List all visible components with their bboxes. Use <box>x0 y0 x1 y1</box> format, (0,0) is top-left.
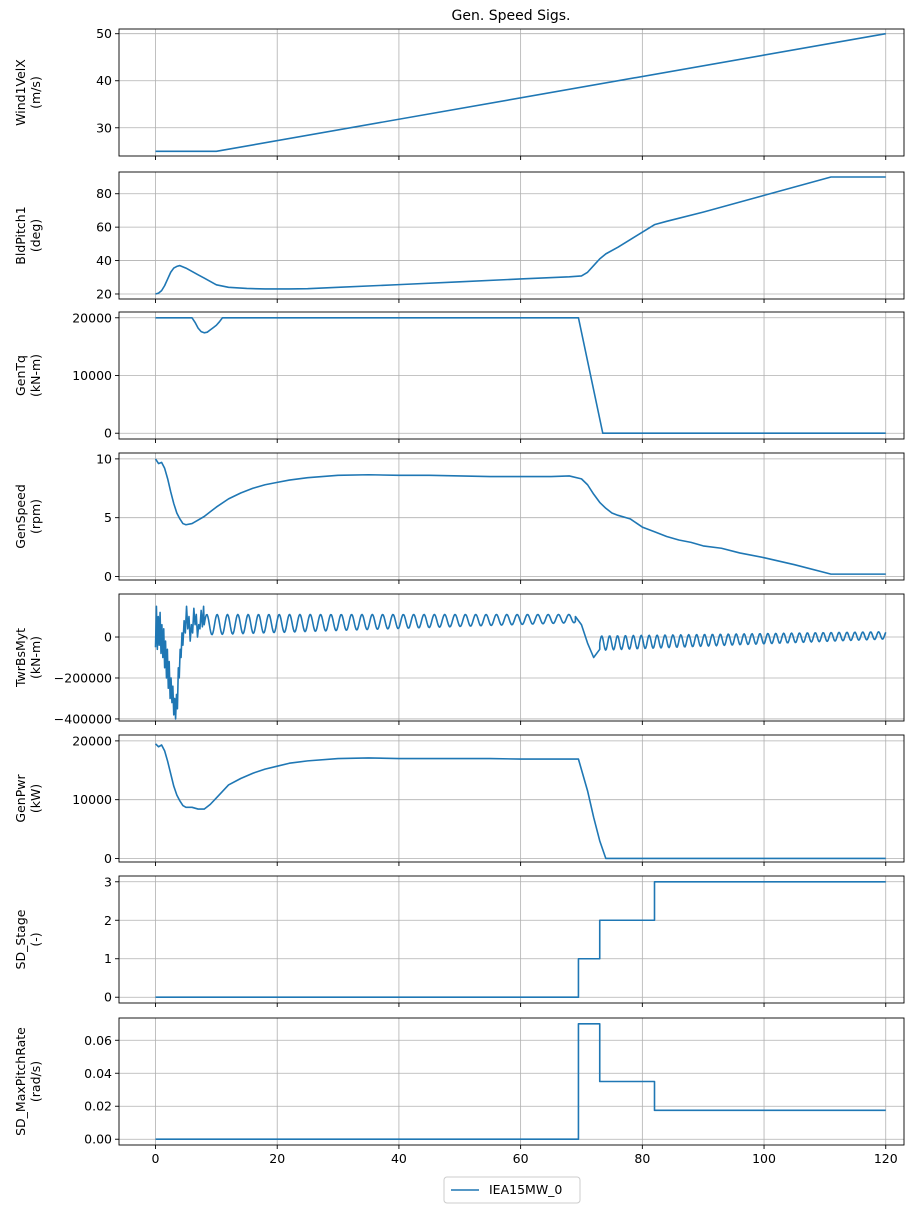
y-tick-label: 40 <box>96 73 112 88</box>
y-axis-label: BldPitch1(deg) <box>13 206 43 264</box>
axes-frame <box>118 875 905 1004</box>
y-axis-label-line: Wind1VelX <box>13 59 28 126</box>
y-tick-label: 0 <box>104 630 112 645</box>
y-tick-label: 0 <box>104 426 112 441</box>
y-tick-label: −400000 <box>54 711 112 726</box>
y-axis-label: Wind1VelX(m/s) <box>13 59 43 126</box>
subplot-1: 30 40 50 Wind1VelX(m/s) <box>13 26 905 160</box>
subplot-3: 0 10000 20000 GenTq(kN-m) <box>13 310 905 443</box>
y-tick-label: 80 <box>96 186 112 201</box>
y-tick-label: 10000 <box>72 368 112 383</box>
y-axis-label: SD_MaxPitchRate(rad/s) <box>13 1027 43 1136</box>
figure-title: Gen. Speed Sigs. <box>452 8 571 24</box>
subplot-2: 20 40 60 80 BldPitch1(deg) <box>13 171 905 303</box>
y-axis-label: TwrBsMyt(kN-m) <box>13 628 43 688</box>
y-axis-label-line: TwrBsMyt <box>13 628 28 688</box>
y-axis-label-line: GenPwr <box>13 774 28 823</box>
y-axis-label-line: (kW) <box>28 784 43 813</box>
series-line <box>155 176 886 295</box>
x-tick-label: 60 <box>513 1151 529 1166</box>
y-tick-label: 0.04 <box>84 1066 112 1081</box>
y-axis-label-line: SD_Stage <box>13 909 28 969</box>
x-tick-label: 0 <box>152 1151 160 1166</box>
y-axis-label-line: GenSpeed <box>13 484 28 548</box>
series-line <box>155 880 886 999</box>
y-axis-label-line: (kN-m) <box>28 354 43 397</box>
y-tick-label: 1 <box>104 951 112 966</box>
y-tick-label: 0 <box>104 990 112 1005</box>
x-tick-label: 40 <box>391 1151 407 1166</box>
series-line <box>155 316 886 435</box>
y-tick-label: 20000 <box>72 310 112 325</box>
y-tick-label: 0.00 <box>84 1132 112 1147</box>
series-line <box>154 743 886 860</box>
y-tick-label: 0 <box>104 569 112 584</box>
legend: IEA15MW_0 <box>443 1176 581 1204</box>
series-line <box>154 605 887 720</box>
y-axis-label-line: (-) <box>28 932 43 946</box>
y-tick-label: 20000 <box>72 733 112 748</box>
legend-frame <box>443 1176 581 1204</box>
x-tick-label: 20 <box>269 1151 285 1166</box>
y-axis-label: SD_Stage(-) <box>13 909 43 969</box>
y-axis-label-line: (deg) <box>28 219 43 252</box>
series-line <box>155 1022 886 1141</box>
subplot-8: 0 20 40 60 80 100 120 0.00 0.02 0.04 0.06 SD_MaxPit… <box>13 1017 905 1166</box>
y-tick-label: 0.06 <box>84 1033 112 1048</box>
y-tick-label: 40 <box>96 253 112 268</box>
y-axis-label: GenPwr(kW) <box>13 774 43 823</box>
x-tick-label: 80 <box>634 1151 650 1166</box>
y-axis-label-line: (rpm) <box>28 499 43 534</box>
subplot-6: 0 10000 20000 GenPwr(kW) <box>13 733 905 866</box>
subplot-4: 0 5 10 GenSpeed(rpm) <box>13 451 905 584</box>
y-tick-label: 5 <box>104 510 112 525</box>
axes-frame <box>118 171 905 300</box>
y-tick-label: 60 <box>96 220 112 235</box>
y-tick-label: 50 <box>96 26 112 41</box>
subplot-5: −400000 −200000 0 TwrBsMyt(kN-m) <box>13 593 905 726</box>
axes-frame <box>118 593 905 722</box>
y-axis-label-line: BldPitch1 <box>13 206 28 264</box>
y-tick-label: 3 <box>104 874 112 889</box>
subplot-stack: 304050Wind1VelX(m/s)20406080BldPitch1(de… <box>13 26 905 1166</box>
y-tick-label: 0 <box>104 851 112 866</box>
x-tick-label: 100 <box>752 1151 776 1166</box>
y-axis-label: GenSpeed(rpm) <box>13 484 43 548</box>
y-tick-label: 30 <box>96 120 112 135</box>
y-tick-label: 10000 <box>72 792 112 807</box>
axes-frame <box>118 734 905 863</box>
y-axis-label: GenTq(kN-m) <box>13 354 43 397</box>
y-axis-label-line: (kN-m) <box>28 636 43 679</box>
legend-entry-label: IEA15MW_0 <box>489 1182 562 1197</box>
y-tick-label: 2 <box>104 913 112 928</box>
y-tick-label: 0.02 <box>84 1099 112 1114</box>
y-axis-label-line: (m/s) <box>28 76 43 109</box>
y-tick-label: 10 <box>96 451 112 466</box>
y-tick-label: −200000 <box>54 670 112 685</box>
y-axis-label-line: SD_MaxPitchRate <box>13 1027 28 1136</box>
series-line <box>155 32 886 153</box>
axes-frame <box>118 452 905 581</box>
x-tick-label: 120 <box>874 1151 898 1166</box>
axes-frame <box>118 1017 905 1146</box>
subplot-7: 0 1 2 3 SD_Stage(-) <box>13 874 905 1007</box>
y-axis-label-line: (rad/s) <box>28 1061 43 1102</box>
y-tick-label: 20 <box>96 286 112 301</box>
series-line <box>154 458 886 575</box>
axes-frame <box>118 28 905 157</box>
y-axis-label-line: GenTq <box>13 355 28 396</box>
